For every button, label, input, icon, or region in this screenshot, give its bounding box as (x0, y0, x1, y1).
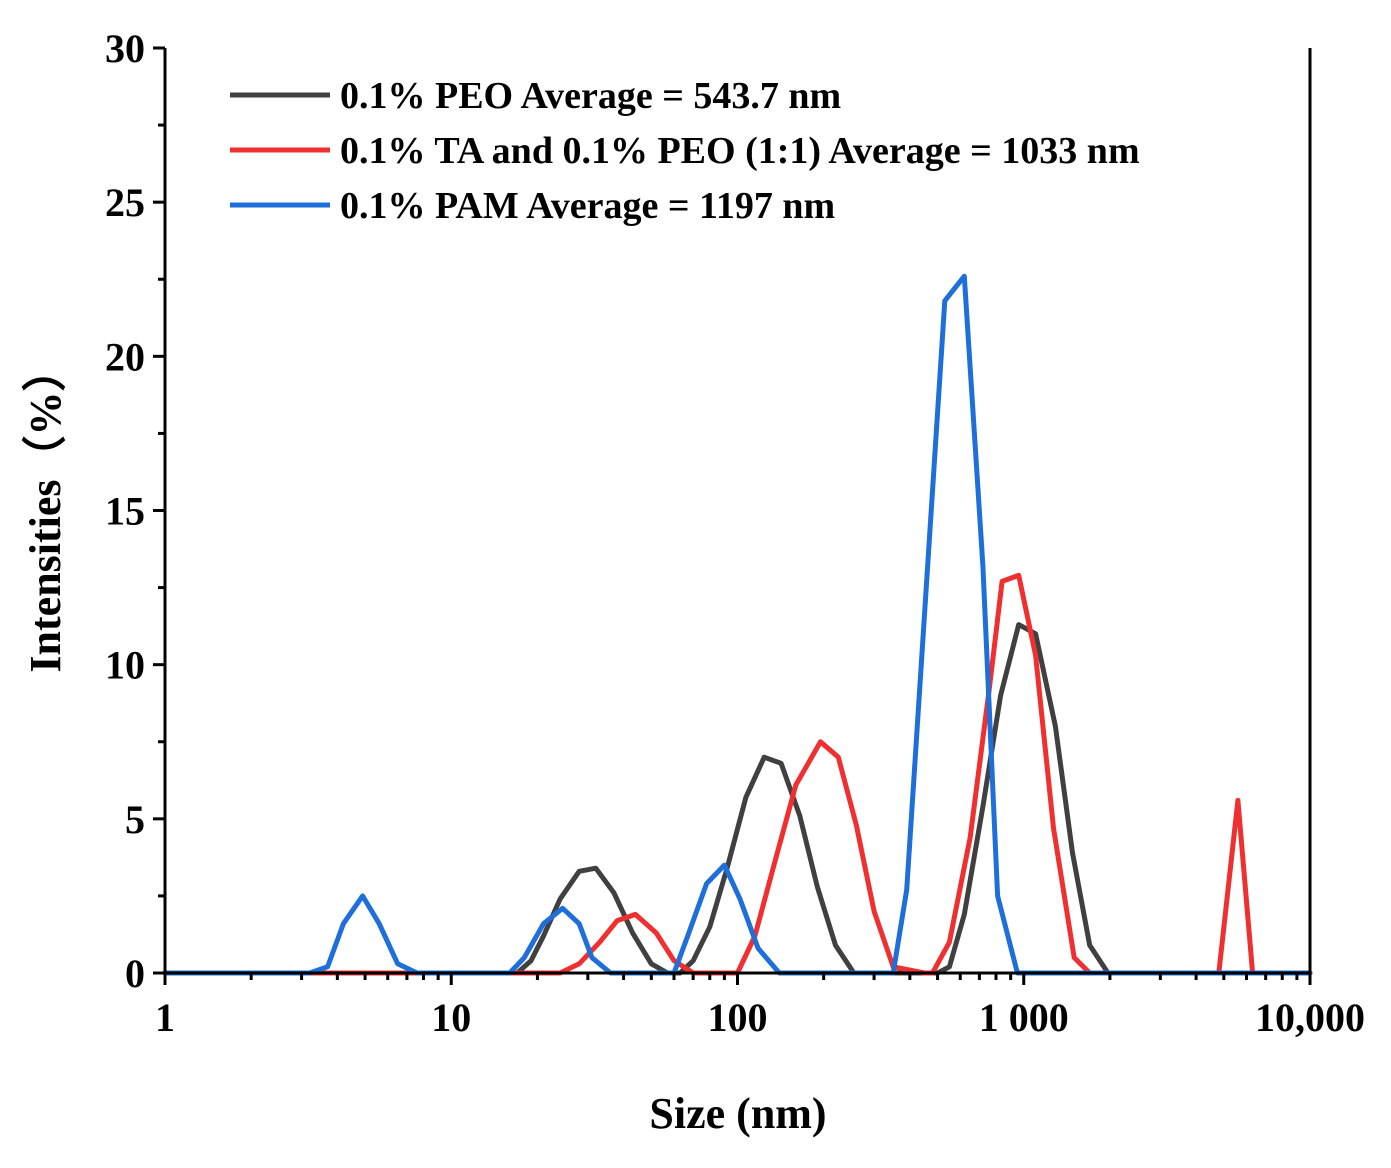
x-tick-label: 10,000 (1255, 995, 1365, 1040)
x-tick-label: 1 (155, 995, 175, 1040)
y-axis-title: Intensities（%） (21, 347, 70, 672)
y-tick-label: 10 (105, 643, 145, 688)
legend-label-3: 0.1% PAM Average = 1197 nm (340, 185, 835, 227)
legend-label-1: 0.1% PEO Average = 543.7 nm (340, 75, 841, 117)
x-tick-label: 100 (708, 995, 768, 1040)
series-line-3 (162, 273, 1313, 976)
y-tick-label: 30 (105, 26, 145, 71)
y-tick-label: 20 (105, 334, 145, 379)
y-tick-label: 0 (125, 951, 145, 996)
legend-label-2: 0.1% TA and 0.1% PEO (1:1) Average = 103… (340, 130, 1140, 172)
series-line-1 (162, 622, 1313, 976)
legend: 0.1% PEO Average = 543.7 nm 0.1% TA and 0… (230, 75, 1140, 227)
x-tick-label: 1 000 (979, 995, 1069, 1040)
ticks-layer: 0 5 10 15 20 25 30 1 10 100 1 000 10,000 (105, 26, 1365, 1040)
y-tick-label: 25 (105, 180, 145, 225)
x-axis-title: Size (nm) (649, 1089, 826, 1138)
series-line-2 (162, 572, 1313, 976)
series-layer (162, 273, 1313, 976)
y-tick-label: 5 (125, 797, 145, 842)
y-tick-label: 15 (105, 489, 145, 534)
x-tick-label: 10 (431, 995, 471, 1040)
